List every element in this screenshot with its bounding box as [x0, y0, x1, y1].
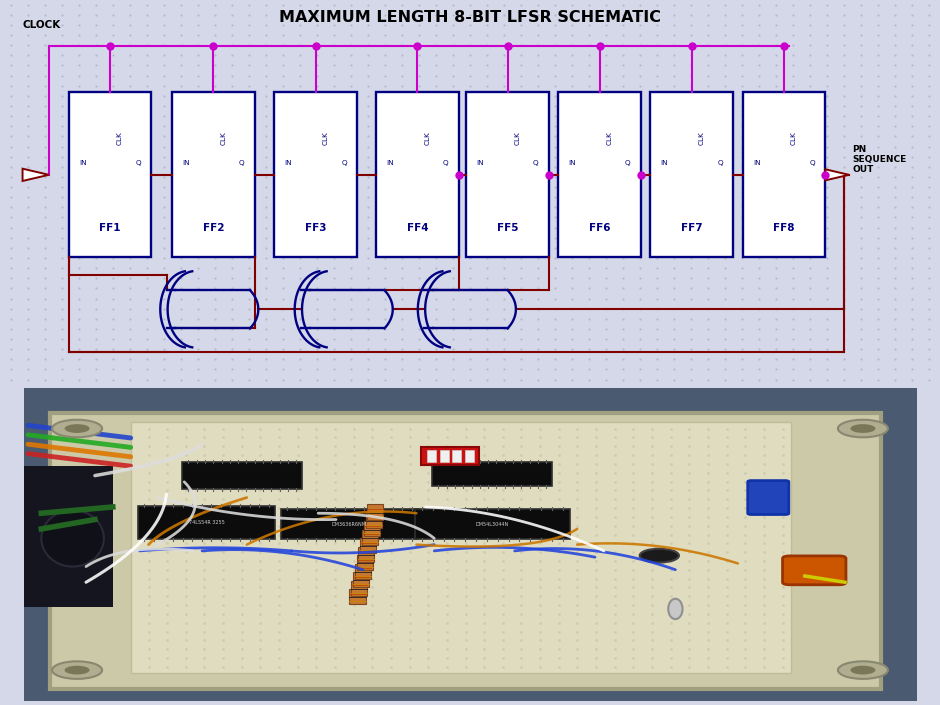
FancyBboxPatch shape	[51, 413, 881, 689]
Circle shape	[838, 661, 888, 679]
Bar	[650, 92, 733, 257]
FancyBboxPatch shape	[805, 394, 912, 513]
Text: Q: Q	[341, 160, 347, 166]
Text: CLK: CLK	[322, 132, 329, 145]
FancyBboxPatch shape	[782, 556, 846, 584]
Circle shape	[639, 548, 679, 563]
FancyBboxPatch shape	[452, 450, 462, 462]
Text: PN
SEQUENCE
OUT: PN SEQUENCE OUT	[853, 145, 907, 174]
Text: FF8: FF8	[774, 223, 794, 233]
Polygon shape	[825, 169, 849, 180]
Bar	[274, 92, 357, 257]
Text: Q: Q	[625, 160, 631, 166]
Text: DM3636R6NM: DM3636R6NM	[332, 522, 367, 527]
Text: Q: Q	[443, 160, 448, 166]
FancyBboxPatch shape	[432, 462, 552, 486]
Bar	[743, 92, 825, 257]
FancyBboxPatch shape	[421, 448, 479, 465]
Text: FF5: FF5	[497, 223, 518, 233]
FancyBboxPatch shape	[350, 589, 366, 604]
Circle shape	[52, 419, 102, 437]
FancyBboxPatch shape	[281, 510, 418, 539]
Circle shape	[65, 424, 89, 433]
FancyBboxPatch shape	[131, 422, 791, 673]
Text: Q: Q	[717, 160, 723, 166]
Text: IN: IN	[477, 160, 484, 166]
Text: IN: IN	[386, 160, 394, 166]
Text: FF1: FF1	[100, 223, 120, 233]
Text: FF7: FF7	[681, 223, 703, 233]
Text: Q: Q	[239, 160, 244, 166]
FancyBboxPatch shape	[24, 388, 916, 701]
Text: IN: IN	[79, 160, 86, 166]
Circle shape	[65, 666, 89, 675]
Text: CLK: CLK	[698, 132, 705, 145]
FancyBboxPatch shape	[368, 505, 384, 520]
Text: Q: Q	[135, 160, 141, 166]
FancyBboxPatch shape	[353, 572, 369, 587]
Text: CLK: CLK	[220, 132, 227, 145]
FancyBboxPatch shape	[364, 522, 380, 537]
FancyBboxPatch shape	[464, 450, 474, 462]
Ellipse shape	[41, 510, 103, 567]
Ellipse shape	[668, 599, 682, 619]
FancyBboxPatch shape	[182, 462, 302, 489]
Text: MAXIMUM LENGTH 8-BIT LFSR SCHEMATIC: MAXIMUM LENGTH 8-BIT LFSR SCHEMATIC	[279, 10, 661, 25]
Text: 74LS54R 3255: 74LS54R 3255	[189, 520, 225, 525]
Text: IN: IN	[661, 160, 668, 166]
Text: IN: IN	[753, 160, 760, 166]
Text: CLK: CLK	[117, 132, 123, 145]
Text: FF6: FF6	[589, 223, 610, 233]
FancyBboxPatch shape	[358, 547, 374, 562]
Text: CLK: CLK	[791, 132, 797, 145]
Bar	[376, 92, 459, 257]
Text: CLK: CLK	[514, 132, 521, 145]
Text: FF2: FF2	[203, 223, 224, 233]
FancyBboxPatch shape	[354, 564, 371, 579]
Text: Q: Q	[809, 160, 815, 166]
Circle shape	[851, 666, 875, 675]
Text: FF4: FF4	[406, 223, 429, 233]
Polygon shape	[23, 168, 49, 181]
Text: DM54L3044N: DM54L3044N	[476, 522, 509, 527]
Text: CLOCK: CLOCK	[23, 20, 61, 30]
FancyBboxPatch shape	[24, 466, 113, 607]
FancyBboxPatch shape	[356, 556, 372, 570]
Text: Q: Q	[533, 160, 539, 166]
FancyBboxPatch shape	[24, 388, 916, 701]
Text: CLK: CLK	[424, 132, 431, 145]
FancyBboxPatch shape	[427, 450, 436, 462]
Text: CLK: CLK	[606, 132, 613, 145]
FancyBboxPatch shape	[415, 510, 570, 539]
Bar	[466, 92, 549, 257]
FancyBboxPatch shape	[138, 506, 275, 539]
Bar	[172, 92, 255, 257]
Text: IN: IN	[285, 160, 292, 166]
Circle shape	[838, 419, 888, 437]
Text: IN: IN	[182, 160, 190, 166]
Text: IN: IN	[569, 160, 576, 166]
FancyBboxPatch shape	[360, 539, 376, 553]
Circle shape	[851, 424, 875, 433]
Bar	[69, 92, 151, 257]
Text: FF3: FF3	[306, 223, 326, 233]
Bar	[558, 92, 641, 257]
FancyBboxPatch shape	[747, 481, 789, 515]
FancyBboxPatch shape	[362, 530, 378, 545]
FancyBboxPatch shape	[366, 513, 382, 528]
FancyBboxPatch shape	[352, 581, 368, 596]
FancyBboxPatch shape	[440, 450, 448, 462]
Circle shape	[52, 661, 102, 679]
